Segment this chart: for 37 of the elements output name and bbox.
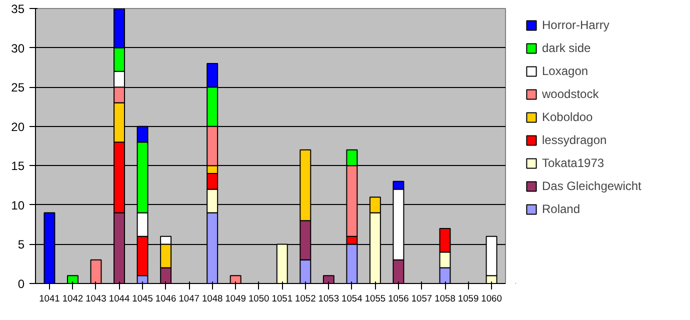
x-tick-label: 1056 [388,294,409,304]
legend-label: woodstock [542,87,599,101]
y-tick-label: 0 [18,277,25,291]
x-tick-label: 1046 [155,294,176,304]
x-tick-label: 1042 [62,294,84,304]
x-tick-label: 1041 [39,294,60,304]
x-tick-label: 1058 [434,294,456,304]
x-tick-label: 1050 [248,294,270,304]
y-tick-label: 15 [11,159,25,174]
x-tick-label: 1043 [86,294,106,304]
x-tick-label: 1053 [318,294,340,304]
x-tick-label: 1060 [481,294,502,304]
y-tick-label: 5 [18,238,25,252]
legend-label: dark side [542,41,591,55]
legend-label: Tokata1973 [542,156,604,170]
x-tick-label: 1047 [178,294,200,304]
x-tick-label: 1045 [132,294,153,304]
legend-label: Loxagon [542,64,588,78]
legend-label: Koboldoo [542,110,593,124]
legend-label: Das Gleichgewicht [542,179,642,193]
x-tick-label: 1059 [458,294,479,304]
y-tick-label: 20 [11,120,25,134]
x-tick-label: 1051 [272,294,293,304]
y-tick-label: 10 [11,198,25,212]
legend-label: lessydragon [542,133,607,147]
x-tick-label: 1052 [295,294,316,304]
y-tick-label: 30 [11,41,25,56]
legend-label: Horror-Harry [542,18,610,32]
y-tick-label: 25 [11,80,25,95]
x-tick-label: 1057 [411,294,432,304]
x-tick-label: 1054 [342,294,362,304]
x-tick-label: 1048 [202,294,223,304]
x-tick-label: 1044 [108,294,130,304]
y-tick-label: 35 [11,2,25,16]
legend-label: Roland [542,202,580,216]
x-tick-label: 1055 [364,294,386,304]
x-tick-label: 1049 [225,294,246,304]
